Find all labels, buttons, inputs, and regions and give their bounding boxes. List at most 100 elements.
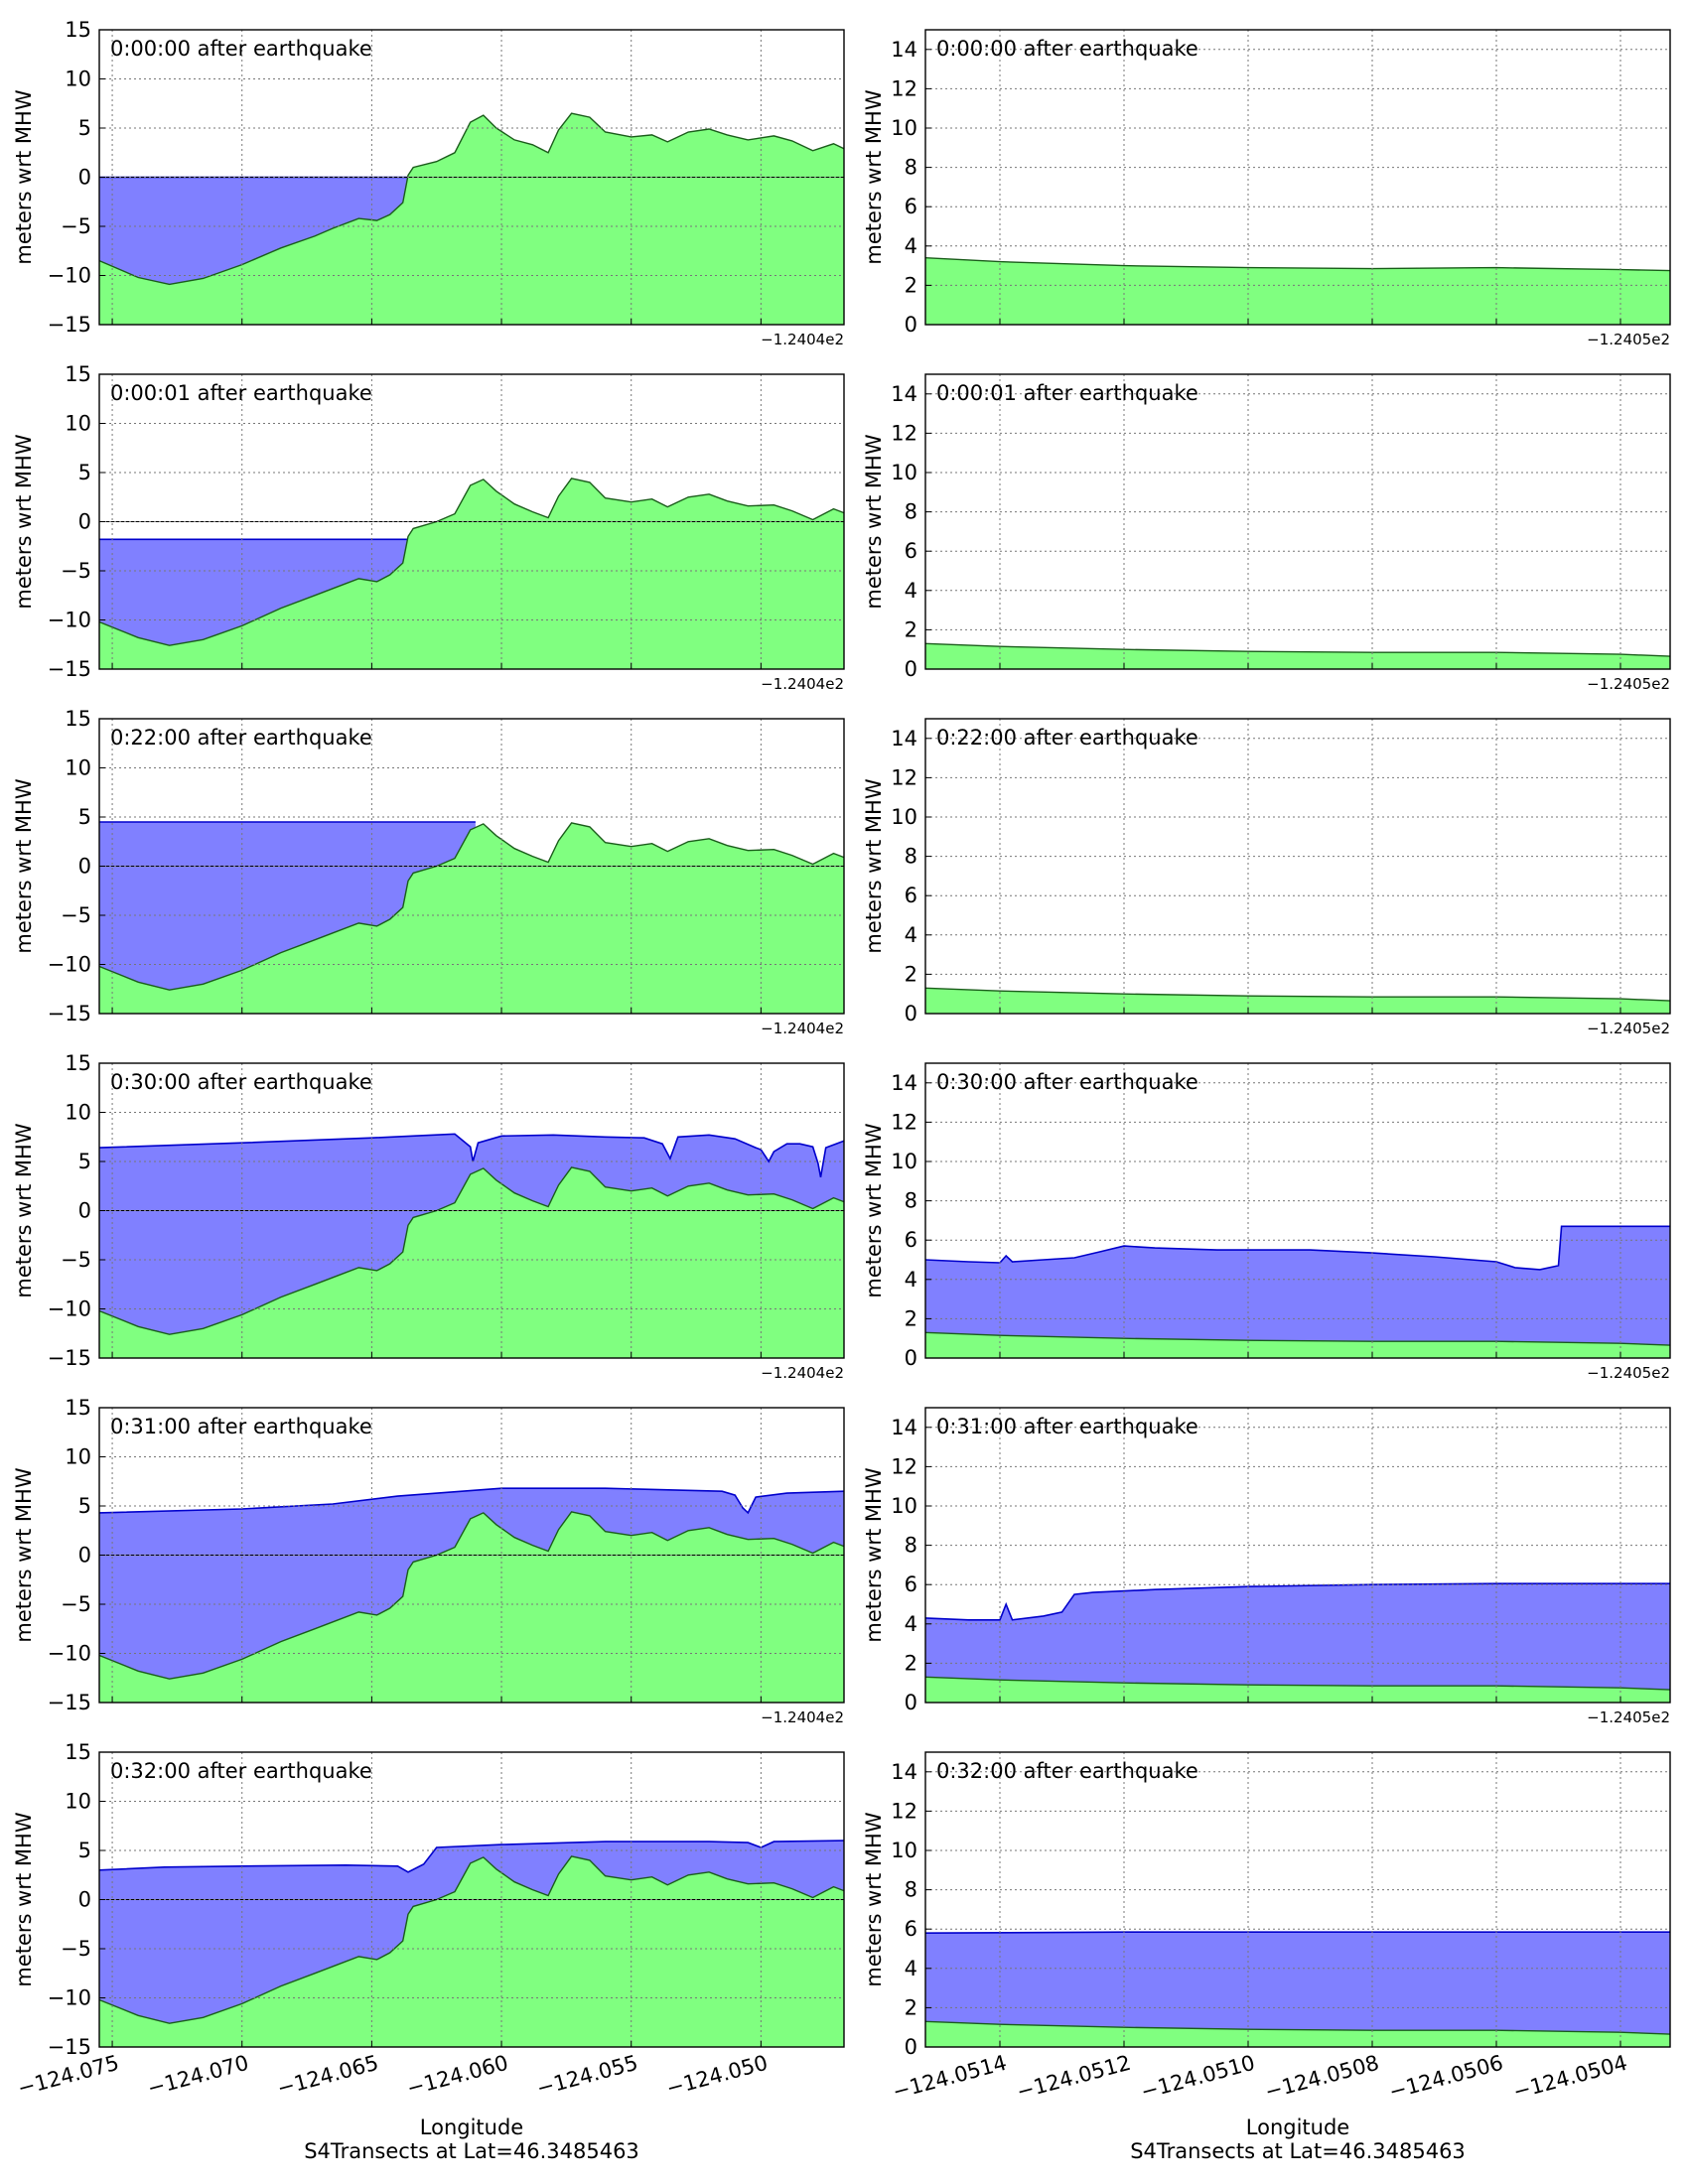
ground-surface-line — [924, 257, 1671, 272]
water-area — [99, 175, 408, 285]
y-tick-label: −15 — [48, 313, 91, 337]
water-area — [99, 1841, 844, 2024]
y-tick-label: −5 — [61, 214, 91, 238]
y-tick-label: 8 — [905, 500, 917, 524]
y-tick-label: 2 — [905, 962, 917, 986]
plot-frame — [98, 1751, 845, 2048]
y-tick-label: 14 — [891, 1416, 917, 1439]
plot-frame — [924, 718, 1671, 1015]
y-tick-label: −5 — [61, 1937, 91, 1961]
y-tick-label: 2 — [905, 1306, 917, 1330]
y-tick-label: 14 — [891, 38, 917, 62]
panel-5-1: 15 10 5 0 −5 −10 −15 0:31:00 after earthquake me… — [12, 1396, 845, 1726]
plot-area — [925, 374, 1670, 669]
x-tick-label: −124.065 — [275, 2051, 381, 2101]
panel-time-label: 0:32:00 after earthquake — [110, 1759, 372, 1783]
y-tick-label: 10 — [891, 805, 917, 829]
y-tick-label: 5 — [78, 1494, 91, 1518]
y-tick-label: 6 — [905, 1572, 917, 1596]
ground-surface-line — [98, 1511, 845, 1680]
panel-time-label: 0:30:00 after earthquake — [936, 1070, 1198, 1094]
y-axis-label: meters wrt MHW — [12, 434, 36, 609]
y-tick-label: 0 — [78, 1888, 91, 1912]
y-tick-label: 8 — [905, 845, 917, 869]
y-tick-label: 4 — [905, 1612, 917, 1636]
y-tick-label: 4 — [905, 923, 917, 947]
water-area — [925, 1226, 1670, 1346]
x-offset-text: −1.2404e2 — [761, 675, 844, 693]
x-axis-label: Longitude — [1246, 2116, 1349, 2139]
y-tick-label: 0 — [78, 1199, 91, 1223]
y-axis-label: meters wrt MHW — [862, 1123, 886, 1297]
y-tick-label: 6 — [905, 1228, 917, 1252]
panel-time-label: 0:31:00 after earthquake — [110, 1415, 372, 1438]
ground-area — [925, 643, 1670, 669]
x-offset-text: −1.2405e2 — [1587, 331, 1670, 348]
y-tick-label: 0 — [78, 510, 91, 534]
y-tick-label: 12 — [891, 1454, 917, 1478]
y-tick-label: 6 — [905, 884, 917, 907]
y-tick-label: 0 — [905, 1002, 917, 1025]
y-tick-label: −5 — [61, 903, 91, 927]
panel-time-label: 0:22:00 after earthquake — [936, 726, 1198, 750]
panel-6-2: 14 12 10 8 6 4 2 0 0:32:00 after earthquake meter… — [862, 1751, 1671, 2105]
plot-area — [925, 719, 1670, 1014]
panel-6-1: 15 10 5 0 −5 −10 −15 0:32:00 after earthquake me… — [12, 1740, 845, 2101]
y-tick-label: 4 — [905, 1957, 917, 1980]
panel-3-1: 15 10 5 0 −5 −10 −15 0:22:00 after earthquake me… — [12, 707, 845, 1037]
panel-time-label: 0:32:00 after earthquake — [936, 1759, 1198, 1783]
panel-time-label: 0:00:00 after earthquake — [110, 37, 372, 61]
panel-time-label: 0:00:00 after earthquake — [936, 37, 1198, 61]
panel-2-1: 15 10 5 0 −5 −10 −15 0:00:01 after earthquake me… — [12, 362, 845, 693]
plot-frame — [98, 373, 845, 670]
water-area — [99, 1134, 844, 1335]
water-surface-line — [924, 1582, 1670, 1621]
panel-3-2: 14 12 10 8 6 4 2 0 0:22:00 after earthquake meter… — [862, 718, 1671, 1037]
y-tick-label: 12 — [891, 1799, 917, 1823]
ground-area — [99, 113, 844, 325]
panel-time-label: 0:22:00 after earthquake — [110, 726, 372, 750]
y-tick-label: 2 — [905, 1651, 917, 1675]
y-axis-label: meters wrt MHW — [12, 1812, 36, 1986]
plot-frame — [98, 718, 845, 1015]
y-tick-label: 0 — [78, 855, 91, 879]
ground-area — [925, 2021, 1670, 2047]
y-tick-label: −10 — [48, 264, 91, 288]
plot-frame — [98, 1062, 845, 1359]
water-surface-line — [98, 1133, 845, 1177]
ground-surface-line — [98, 478, 845, 646]
y-tick-label: 2 — [905, 273, 917, 297]
y-tick-label: 5 — [78, 1150, 91, 1173]
panel-time-label: 0:31:00 after earthquake — [936, 1415, 1198, 1438]
ground-area — [925, 257, 1670, 325]
y-tick-label: 15 — [65, 18, 91, 42]
y-tick-label: −10 — [48, 609, 91, 632]
x-offset-text: −1.2404e2 — [761, 1708, 844, 1726]
x-tick-label: −124.055 — [534, 2051, 640, 2101]
y-tick-label: 12 — [891, 765, 917, 789]
y-tick-label: 10 — [891, 1839, 917, 1862]
panel-2-2: 14 12 10 8 6 4 2 0 0:00:01 after earthquake meter… — [862, 373, 1671, 693]
y-tick-label: 8 — [905, 156, 917, 180]
y-tick-label: 12 — [891, 76, 917, 100]
transect-caption: S4Transects at Lat=46.3485463 — [304, 2139, 639, 2163]
x-offset-text: −1.2405e2 — [1587, 1364, 1670, 1382]
y-tick-label: 6 — [905, 1917, 917, 1941]
panel-time-label: 0:00:01 after earthquake — [110, 381, 372, 405]
x-tick-label: −124.0508 — [1262, 2051, 1381, 2105]
y-axis-label: meters wrt MHW — [862, 1812, 886, 1986]
x-offset-text: −1.2405e2 — [1587, 675, 1670, 693]
y-tick-label: 10 — [65, 1445, 91, 1469]
y-axis-label: meters wrt MHW — [862, 89, 886, 264]
y-axis-label: meters wrt MHW — [12, 778, 36, 953]
y-tick-label: 10 — [65, 1101, 91, 1125]
water-surface-line — [924, 1225, 1670, 1271]
y-tick-label: 15 — [65, 1740, 91, 1764]
y-tick-label: 15 — [65, 1051, 91, 1075]
y-tick-label: 10 — [891, 1494, 917, 1518]
y-tick-label: −15 — [48, 1691, 91, 1714]
y-tick-label: 8 — [905, 1189, 917, 1213]
panel-time-label: 0:30:00 after earthquake — [110, 1070, 372, 1094]
x-tick-label: −124.0512 — [1014, 2051, 1133, 2105]
